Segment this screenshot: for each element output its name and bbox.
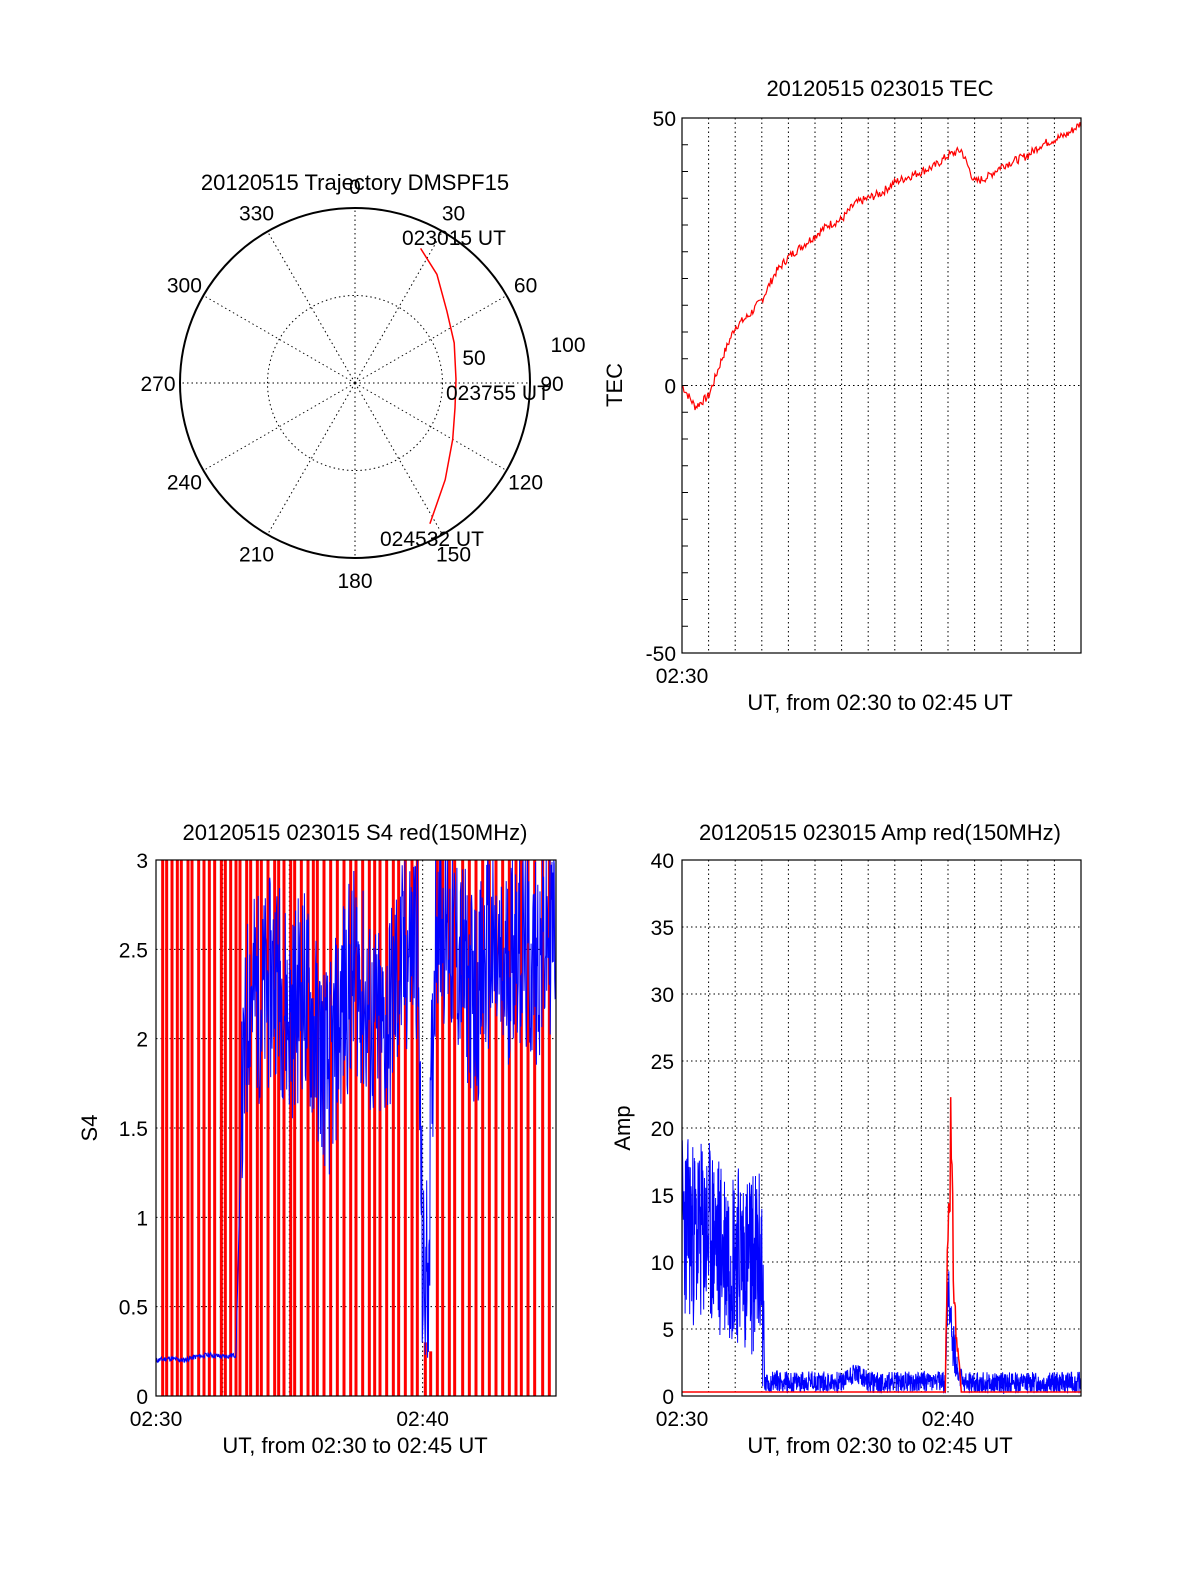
tec-ytick-label: 50 [653, 108, 676, 131]
tec-xtick-label: 02:30 [656, 665, 709, 688]
amp-xlabel: UT, from 02:30 to 02:45 UT [747, 1433, 1012, 1458]
tec-line [681, 122, 1082, 411]
polar-angle-label-90: 90 [540, 373, 563, 396]
s4-ytick-label: 2 [136, 1029, 148, 1052]
tec-title: 20120515 023015 TEC [766, 76, 993, 101]
s4-xlabel: UT, from 02:30 to 02:45 UT [222, 1433, 487, 1458]
amp-grid [682, 860, 1081, 1396]
tec-ytick-label: 0 [664, 376, 676, 399]
polar-series [419, 248, 457, 525]
tec-series [681, 122, 1082, 411]
s4-ytick-label: 1.5 [119, 1118, 148, 1141]
s4-ytick-label: 2.5 [119, 939, 148, 962]
trajectory-line [419, 248, 457, 525]
tec-ylabel: TEC [602, 363, 627, 407]
s4-ticks: 3 2.5 2 1.5 1 0.5 002:30 02:40 [119, 850, 449, 1431]
tec-xlabel: UT, from 02:30 to 02:45 UT [747, 690, 1012, 715]
s4-series [155, 859, 557, 1396]
mid-time-label: 023755 UT [446, 382, 550, 405]
amp-ytick-label: 0 [662, 1386, 674, 1409]
polar-angle-label-150: 150 [436, 544, 471, 567]
amp-panel: 20120515 023015 Amp red(150MHz) 40 35 30 25… [610, 820, 1082, 1458]
polar-outer-ring [179, 207, 531, 559]
s4-xtick-label: 02:40 [396, 1408, 449, 1431]
amp-ytick-label: 40 [651, 850, 674, 873]
s4-ytick-label: 0 [136, 1386, 148, 1409]
amp-ytick-label: 15 [651, 1185, 674, 1208]
start-time-label: 023015 UT [402, 227, 506, 250]
s4-blue-line [155, 859, 557, 1364]
s4-ytick-label: 3 [136, 850, 148, 873]
amp-ytick-label: 10 [651, 1252, 674, 1275]
polar-inner-ring [267, 295, 443, 471]
polar-spoke-240 [203, 382, 356, 471]
amp-ytick-label: 35 [651, 917, 674, 940]
polar-radius-label-100: 100 [550, 334, 585, 357]
s4-title: 20120515 023015 S4 red(150MHz) [183, 820, 528, 845]
end-time-label: 024532 UT [380, 528, 484, 551]
polar-angle-label-120: 120 [508, 472, 543, 495]
tec-ytick-label: -50 [646, 643, 676, 666]
amp-title: 20120515 023015 Amp red(150MHz) [699, 820, 1061, 845]
amp-blue-line [681, 1139, 1082, 1394]
polar-angle-label-30: 30 [442, 202, 465, 225]
polar-spoke-210 [267, 382, 356, 535]
amp-ylabel: Amp [610, 1105, 635, 1150]
tec-grid [682, 118, 1081, 653]
polar-spoke-30 [354, 231, 443, 384]
polar-angle-label-240: 240 [167, 472, 202, 495]
polar-angle-label-180: 180 [337, 570, 372, 593]
amp-ytick-label: 25 [651, 1051, 674, 1074]
s4-panel: 20120515 023015 S4 red(150MHz) 3 2.5 2 1.5 1… [77, 820, 557, 1458]
polar-grid [179, 207, 531, 559]
s4-ylabel: S4 [77, 1115, 102, 1142]
polar-radius-label-50: 50 [462, 347, 485, 370]
s4-ytick-label: 1 [136, 1207, 148, 1230]
amp-series [681, 1097, 1082, 1394]
polar-labels: 0 30 60 90 120 150 180 210 240 270 300 330 50 100 [140, 176, 585, 593]
s4-xtick-label: 02:30 [130, 1408, 183, 1431]
polar-panel: 20120515 Trajectory DMSPF15 0 30 60 90 120 15… [140, 170, 585, 593]
polar-angle-label-60: 60 [514, 275, 537, 298]
s4-ytick-label: 0.5 [119, 1297, 148, 1320]
polar-title: 20120515 Trajectory DMSPF15 [201, 170, 509, 195]
amp-red-line [682, 1097, 1081, 1393]
polar-angle-label-0: 0 [349, 176, 361, 199]
polar-angle-label-300: 300 [167, 275, 202, 298]
amp-xtick-label: 02:40 [922, 1408, 975, 1431]
polar-angle-label-330: 330 [239, 202, 274, 225]
amp-xtick-label: 02:30 [656, 1408, 709, 1431]
amp-ytick-label: 5 [662, 1319, 674, 1342]
polar-angle-label-270: 270 [140, 373, 175, 396]
amp-plot-frame [681, 859, 1082, 1397]
polar-angle-label-210: 210 [239, 544, 274, 567]
amp-ytick-label: 30 [651, 984, 674, 1007]
s4-plot-frame [155, 859, 557, 1397]
amp-ytick-label: 20 [651, 1118, 674, 1141]
amp-ticks: 40 35 30 25 20 15 10 5 002:30 02:40 [651, 850, 975, 1431]
